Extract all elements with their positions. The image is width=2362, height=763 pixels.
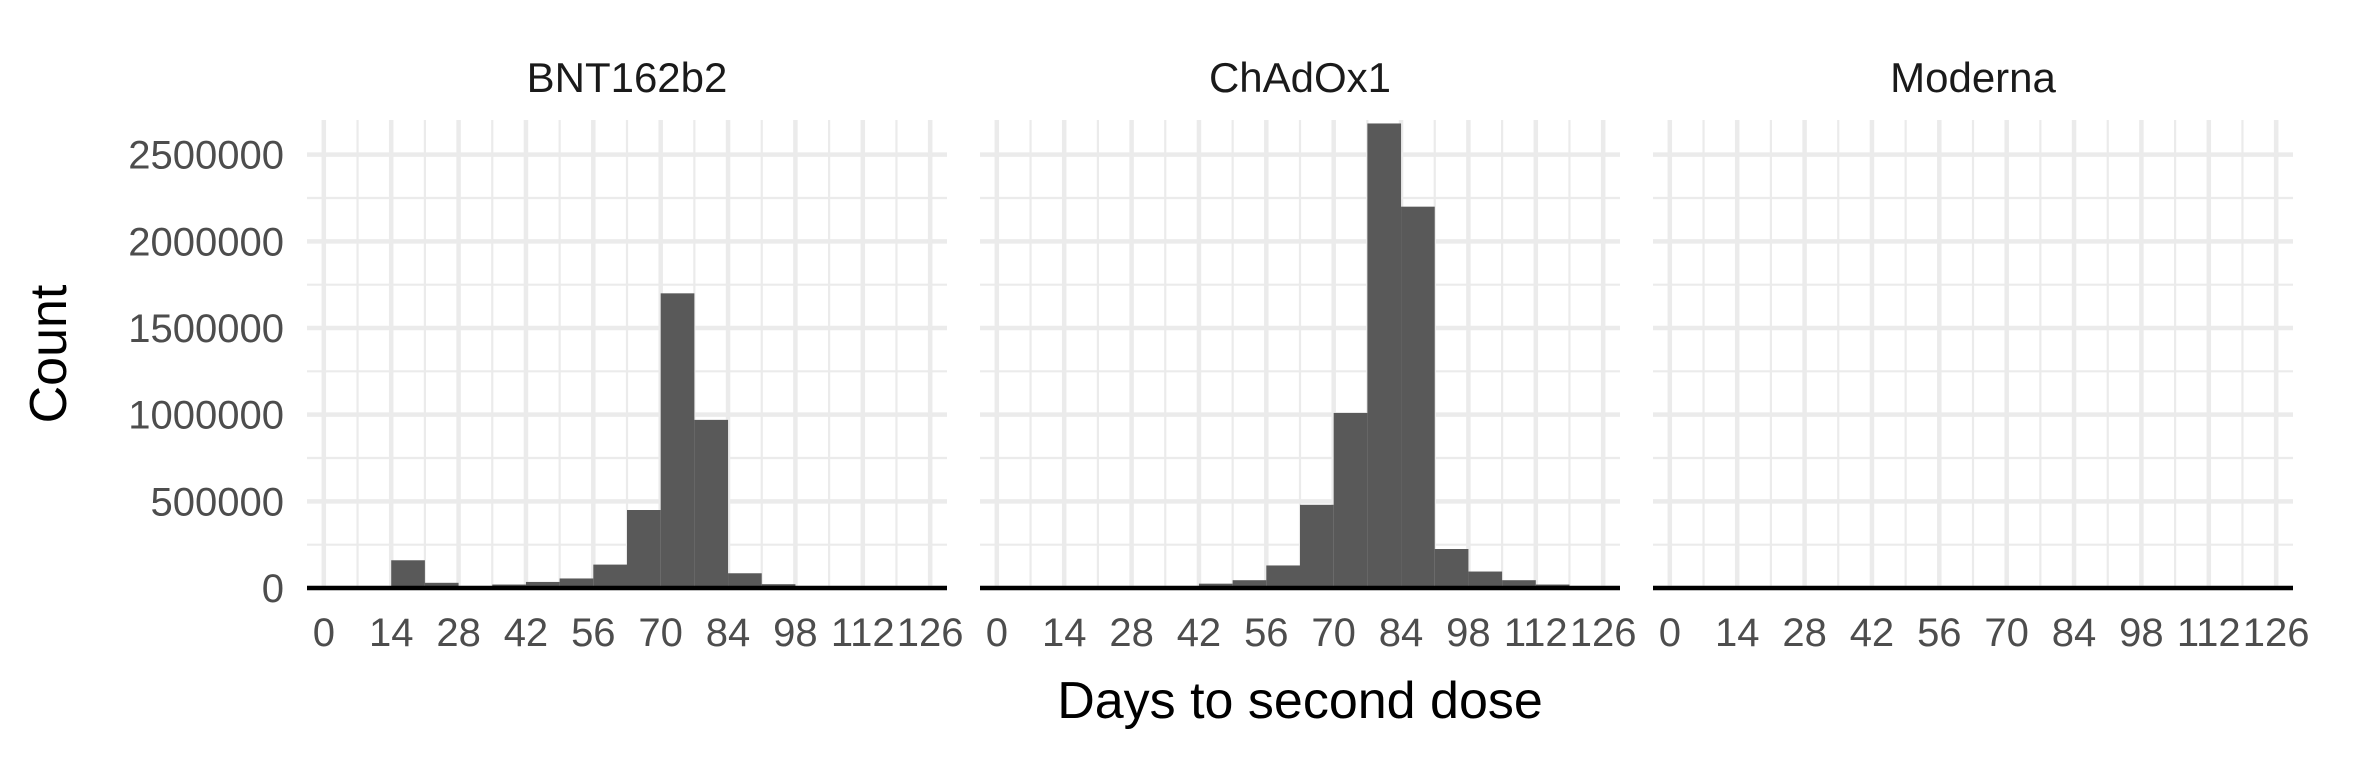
histogram-bar [593,565,627,588]
histogram-bar [391,560,425,588]
histogram-bar [1401,207,1435,588]
x-tick-label: 14 [369,611,414,655]
x-tick-label: 98 [1446,611,1491,655]
x-tick-label: 28 [1782,611,1827,655]
y-tick-label: 0 [262,567,284,611]
x-tick-label: 0 [986,611,1008,655]
histogram-bar [661,293,695,588]
histogram-bar [1266,565,1300,588]
y-tick-label: 2000000 [128,220,284,264]
x-tick-label: 70 [1311,611,1356,655]
x-tick-label: 112 [831,611,895,655]
x-tick-label: 126 [897,611,964,655]
x-tick-label: 14 [1042,611,1087,655]
x-tick-label: 126 [2243,611,2310,655]
x-tick-label: 0 [1659,611,1681,655]
histogram-bar [694,420,728,588]
y-tick-label: 2500000 [128,134,284,178]
histogram-bar [627,510,661,588]
x-tick-label: 84 [2052,611,2097,655]
x-tick-label: 56 [1244,611,1289,655]
x-tick-label: 14 [1715,611,1760,655]
x-tick-label: 112 [2177,611,2241,655]
x-tick-label: 84 [706,611,751,655]
histogram-bar [1435,549,1469,588]
facet-title: BNT162b2 [527,54,728,101]
facet-title: ChAdOx1 [1209,54,1391,101]
x-tick-label: 98 [773,611,818,655]
histogram-bar [1367,123,1401,588]
y-tick-label: 1000000 [128,394,284,438]
x-tick-label: 126 [1570,611,1637,655]
y-tick-label: 500000 [151,480,284,524]
x-tick-label: 0 [313,611,335,655]
x-tick-label: 42 [1177,611,1222,655]
facet-title: Moderna [1890,54,2056,101]
y-axis: 0 500000 1000000 1500000 2000000 2500000 [128,134,284,611]
histogram-bar [1300,505,1334,588]
x-tick-label: 56 [1917,611,1962,655]
x-tick-label: 56 [571,611,616,655]
x-tick-label: 70 [638,611,683,655]
histogram-bar [1334,413,1368,588]
x-tick-label: 28 [436,611,481,655]
y-tick-label: 1500000 [128,307,284,351]
histogram-bar [1468,572,1502,588]
x-axis-title: Days to second dose [1057,672,1543,730]
x-tick-label: 84 [1379,611,1424,655]
y-axis-title: Count [20,284,78,423]
x-tick-label: 42 [1850,611,1895,655]
x-tick-label: 112 [1504,611,1568,655]
x-tick-label: 28 [1109,611,1154,655]
x-tick-label: 98 [2119,611,2164,655]
x-tick-label: 42 [504,611,549,655]
x-tick-label: 70 [1984,611,2029,655]
